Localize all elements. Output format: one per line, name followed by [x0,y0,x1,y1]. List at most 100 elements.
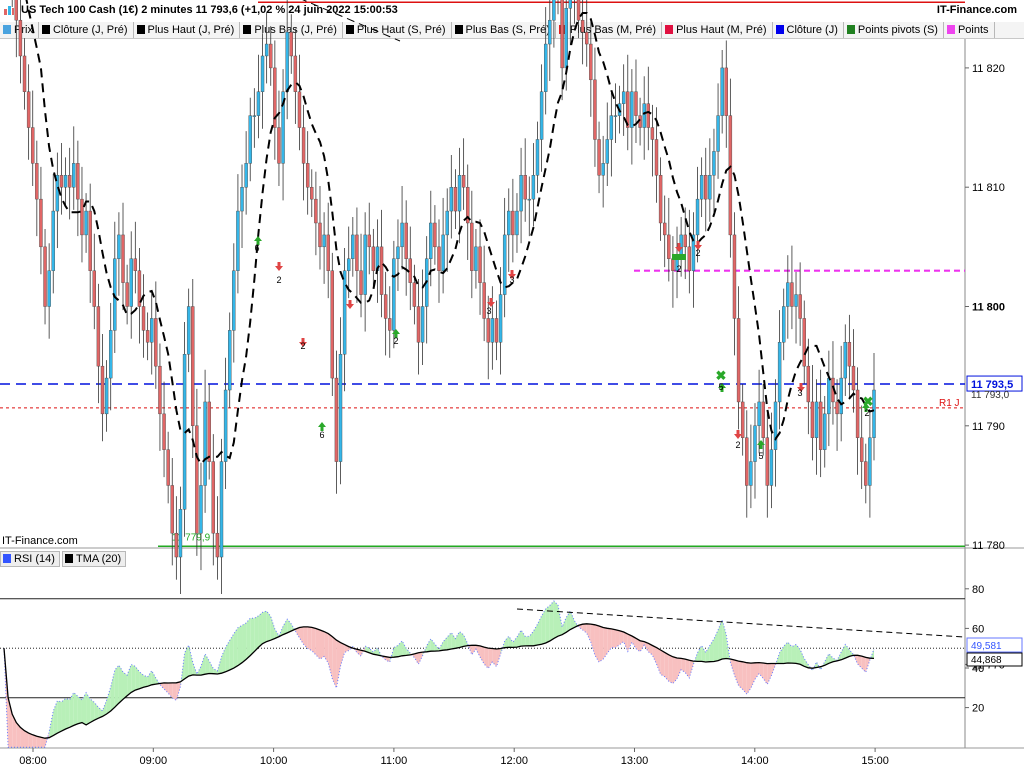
color-swatch-icon [775,25,784,34]
candle-body [757,401,761,427]
candle-body [667,234,671,259]
signal-count-label: 2 [276,275,281,285]
rsi-tick-label: 20 [972,703,984,715]
rsi-fill-segment [763,663,768,685]
rsi-fill-segment [123,671,128,700]
legend-item[interactable]: Points [944,22,995,38]
legend-item[interactable]: Clôture (J, Pré) [39,22,134,38]
rsi-fill-segment [324,631,329,663]
rsi-fill-segment [139,671,144,689]
rsi-fill-segment [701,645,706,662]
rsi-fill-segment [484,647,489,669]
rsi-fill-segment [709,638,714,662]
rsi-fill-segment [53,700,58,736]
candle-body [55,175,60,212]
rsi-fill-segment [254,615,259,652]
candle-body [363,234,367,295]
secondary-price-label: 11 793,0 [971,390,1010,401]
legend-item[interactable]: Plus Haut (J, Pré) [134,22,241,38]
rsi-fill-segment [69,692,74,728]
candle-body [511,210,515,236]
rsi-fill-segment [545,605,550,643]
color-swatch-icon [846,25,855,34]
rsi-fill-segment [106,687,111,715]
candle-body [117,234,121,259]
rsi-fill-segment [467,643,472,655]
candle-body [609,115,614,140]
signal-count-label: 2 [735,440,740,450]
rsi-fill-segment [192,662,197,676]
candle-body [749,461,753,486]
candle-body [642,103,646,128]
rsi-fill-segment [566,611,571,633]
rsi-fill-segment [340,642,345,667]
level-low-label: 11 779,9 [172,532,211,543]
rsi-tick-label: 60 [972,623,984,635]
signal-up-arrow-icon [862,403,870,412]
legend-item[interactable]: Plus Haut (M, Pré) [662,22,773,38]
candle-body [416,306,421,343]
candle-body [761,401,765,438]
candle-body [654,139,659,176]
indicator-item[interactable]: TMA (20) [61,551,127,567]
signal-count-label: 2 [676,264,681,274]
rsi-fill-segment [102,700,107,717]
rsi-fill-segment [278,626,284,637]
candle-body [457,175,462,212]
legend-item[interactable]: Plus Bas (S, Pré) [452,22,556,38]
legend-item[interactable]: Points pivots (S) [844,22,944,38]
rsi-fill-segment [443,637,448,651]
rsi-fill-segment [541,608,546,645]
rsi-fill-segment [385,656,390,662]
rsi-fill-segment [623,631,628,652]
rsi-fill-segment [233,627,238,669]
candle-body [314,198,318,224]
candle-body [367,234,371,248]
rsi-fill-segment [32,734,37,748]
candle-body [449,186,454,212]
signal-count-label: 3 [797,388,802,398]
candle-body [712,151,716,176]
candle-body [671,258,675,271]
indicator-legend: RSI (14) TMA (20) [0,549,128,567]
rsi-fill-segment [488,648,493,669]
legend-item[interactable]: Clôture (J) [773,22,844,38]
rsi-fill-segment [57,700,62,734]
rsi-fill-segment [40,737,46,748]
title-bar: US Tech 100 Cash (1€) 2 minutes 11 793,6… [0,0,1024,23]
rsi-fill-segment [28,733,33,748]
candle-body [634,91,638,116]
legend-item[interactable]: Plus Haut (S, Pré) [343,22,452,38]
candle-body [322,234,326,248]
signal-count-label: 2 [864,408,869,418]
signal-down-arrow-icon [299,338,307,347]
candle-body [388,318,392,331]
candle-body [585,31,589,45]
candle-body [790,282,794,307]
candle-body [195,425,199,534]
rsi-fill-segment [135,666,140,691]
candle-body [51,210,55,271]
candle-body [236,210,240,271]
candle-body [663,222,667,236]
signal-down-arrow-icon [487,298,495,307]
rsi-fill-segment [767,663,772,685]
candle-body [720,67,724,116]
rsi-fill-segment [270,616,275,641]
rsi-fill-segment [426,638,431,652]
indicator-item[interactable]: RSI (14) [0,551,60,567]
candle-body [379,246,384,295]
rsi-line [3,600,875,748]
rsi-fill-segment [315,628,320,660]
legend-label: Plus Bas (S, Pré) [465,24,550,36]
rsi-fill-segment [221,647,226,674]
signal-count-label: 6 [254,243,259,253]
candle-body [691,234,696,271]
time-tick-label: 12:00 [500,755,528,767]
rsi-fill-segment [90,698,95,723]
watermark: IT-Finance.com [2,535,78,547]
rsi-fill-segment [188,645,193,677]
rsi-fill-segment [352,646,357,653]
rsi-fill-segment [508,636,513,648]
